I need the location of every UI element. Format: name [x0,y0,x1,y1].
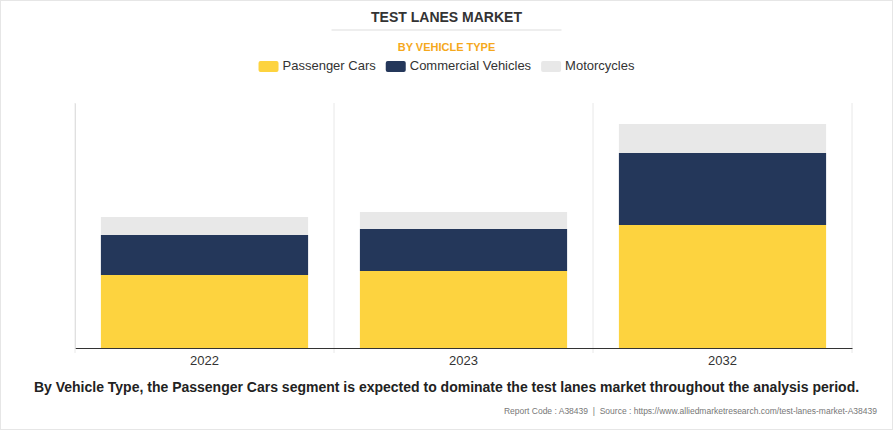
x-tick: 2032 [708,348,737,368]
separator [852,103,853,353]
title-rule [332,30,562,31]
legend-swatch [259,61,279,72]
bar [360,229,567,271]
subtitle: BY VEHICLE TYPE [398,41,496,53]
legend-item: Passenger Cars [259,58,377,73]
bar [619,225,826,348]
y-axis [75,104,76,349]
legend-swatch [541,61,561,72]
x-tick: 2023 [449,348,478,368]
chart: TEST LANES MARKET BY VEHICLE TYPE 2022 2023… [0,0,893,430]
bar [360,212,567,229]
separator [593,103,594,353]
title: TEST LANES MARKET [371,9,522,25]
x-axis: 2022 2023 2032 [76,348,853,368]
separator [334,103,335,353]
bar [101,235,308,275]
separator [75,103,76,353]
bar [101,275,308,348]
bar [619,124,826,153]
x-axis-line [76,348,853,349]
caption: By Vehicle Type, the Passenger Cars segm… [34,379,859,395]
x-tick-label: 2023 [449,353,478,368]
legend-item: Commercial Vehicles [386,58,532,73]
series-2 [101,124,826,235]
bar [619,153,826,225]
legend-item: Motorcycles [541,58,635,73]
y-axis-line [75,104,76,349]
x-tick-label: 2032 [708,353,737,368]
bar [101,217,308,235]
legend-swatch [386,61,406,72]
legend: Passenger Cars Commercial Vehicles Motorcy… [259,58,635,73]
legend-label: Motorcycles [565,58,635,73]
bars [101,124,826,348]
legend-label: Passenger Cars [283,58,377,73]
series-1 [101,153,826,275]
series-0 [101,225,826,348]
source: Report Code : A38439 | Source : https://… [504,406,877,416]
legend-label: Commercial Vehicles [410,58,532,73]
x-tick: 2022 [190,348,219,368]
separators [75,103,852,353]
x-tick-label: 2022 [190,353,219,368]
background [1,1,893,430]
bar [360,271,567,348]
